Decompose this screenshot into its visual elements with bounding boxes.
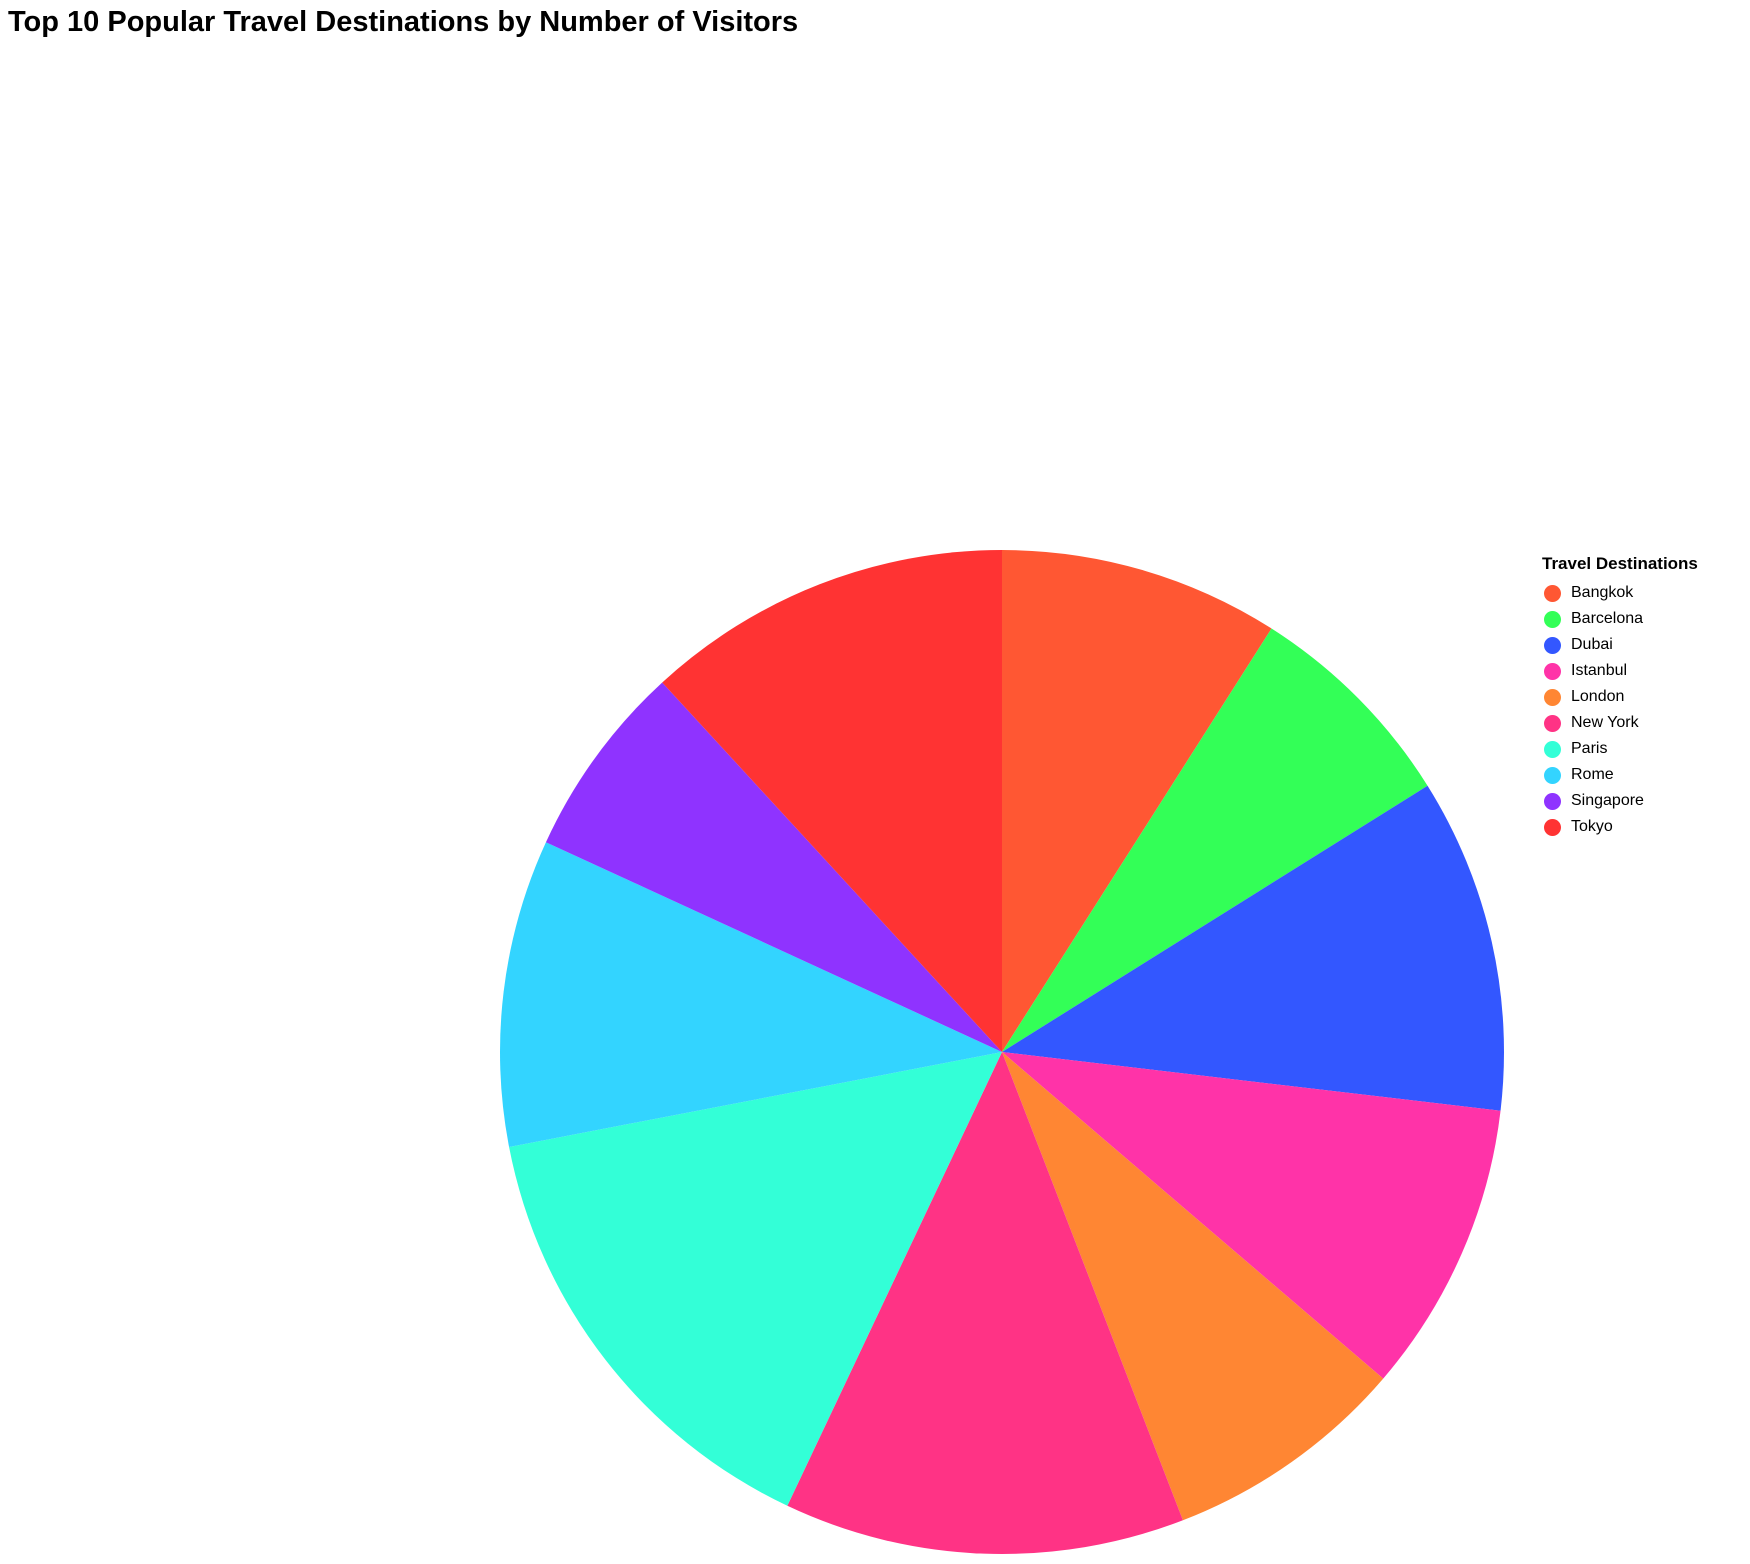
legend: Travel Destinations Bangkok Barcelona Duba… [1542, 554, 1698, 840]
pie-slice-barcelona [1002, 628, 1428, 1052]
pie-slice-rome [500, 842, 1002, 1148]
legend-item-rome: Rome [1542, 762, 1698, 788]
legend-label-new-york: New York [1571, 714, 1639, 731]
pie-slice-tokyo [662, 550, 1002, 1052]
legend-swatch-rome [1544, 766, 1561, 784]
legend-item-london: London [1542, 684, 1698, 710]
pie-slice-new-york [787, 1052, 1183, 1554]
legend-swatch-barcelona [1544, 610, 1561, 628]
legend-label-dubai: Dubai [1571, 636, 1613, 653]
legend-item-tokyo: Tokyo [1542, 814, 1698, 840]
legend-item-istanbul: Istanbul [1542, 658, 1698, 684]
legend-label-london: London [1571, 688, 1625, 705]
legend-swatch-new-york [1544, 714, 1561, 732]
legend-label-tokyo: Tokyo [1571, 818, 1613, 835]
pie-slice-istanbul [1002, 1052, 1501, 1379]
legend-item-dubai: Dubai [1542, 632, 1698, 658]
legend-item-barcelona: Barcelona [1542, 606, 1698, 632]
legend-swatch-bangkok [1544, 584, 1561, 602]
legend-swatch-singapore [1544, 792, 1561, 810]
chart-title: Top 10 Popular Travel Destinations by Nu… [8, 6, 799, 38]
legend-label-barcelona: Barcelona [1571, 610, 1644, 627]
legend-items: Bangkok Barcelona Dubai Istanbul London New Y… [1542, 580, 1698, 840]
legend-swatch-paris [1544, 740, 1561, 758]
legend-swatch-dubai [1544, 636, 1561, 654]
legend-swatch-istanbul [1544, 662, 1561, 680]
pie-slice-singapore [545, 682, 1002, 1052]
legend-item-new-york: New York [1542, 710, 1698, 736]
pie-slice-dubai [1002, 785, 1505, 1111]
legend-swatch-tokyo [1544, 818, 1561, 836]
pie-slices [500, 550, 1505, 1554]
legend-swatch-london [1544, 688, 1561, 706]
pie-slice-paris [509, 1052, 1002, 1506]
pie-slice-london [1002, 1052, 1384, 1521]
legend-item-paris: Paris [1542, 736, 1698, 762]
legend-label-rome: Rome [1571, 766, 1614, 783]
legend-item-bangkok: Bangkok [1542, 580, 1698, 606]
legend-item-singapore: Singapore [1542, 788, 1698, 814]
legend-title: Travel Destinations [1542, 554, 1698, 573]
legend-label-bangkok: Bangkok [1571, 584, 1634, 601]
pie-slice-bangkok [1002, 550, 1272, 1052]
legend-label-paris: Paris [1571, 740, 1608, 757]
legend-label-singapore: Singapore [1571, 792, 1644, 809]
legend-label-istanbul: Istanbul [1571, 662, 1628, 679]
